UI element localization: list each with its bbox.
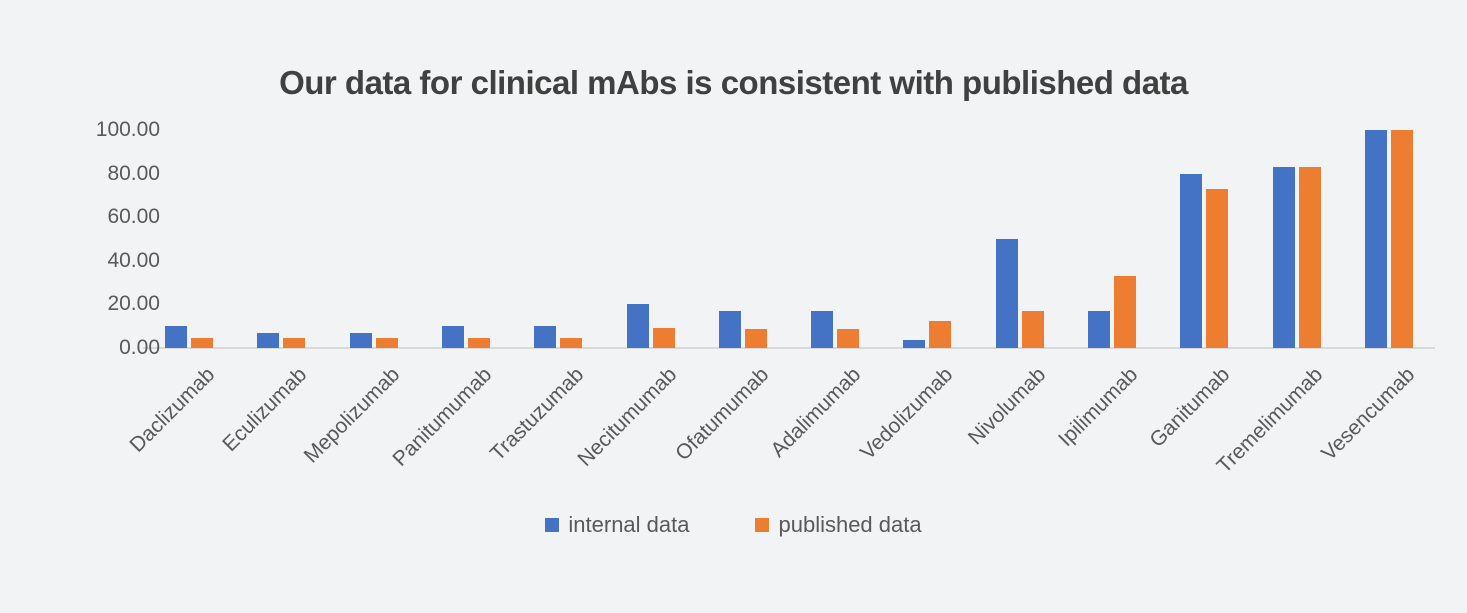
bar-internal-data	[165, 326, 188, 348]
x-axis-line	[143, 347, 1435, 349]
bar-internal-data	[903, 340, 926, 348]
bar-group	[534, 130, 583, 348]
bar-internal-data	[995, 239, 1018, 348]
bar-group	[1364, 130, 1413, 348]
bar-group	[257, 130, 306, 348]
bar-internal-data	[257, 332, 280, 348]
legend: internal data published data	[0, 505, 1467, 545]
bar-group	[1088, 130, 1136, 348]
bar-published-data	[837, 329, 860, 348]
bar-group	[903, 130, 952, 348]
bar-published-data	[1114, 276, 1136, 348]
bar-group	[718, 130, 767, 348]
bar-group	[995, 130, 1044, 348]
bar-group	[811, 130, 860, 348]
bar-published-data	[1021, 310, 1044, 348]
bar-published-data	[1390, 130, 1413, 348]
legend-label: internal data	[568, 512, 690, 537]
bar-published-data	[744, 329, 767, 348]
bar-published-data	[1206, 188, 1229, 348]
bar-published-data	[929, 320, 952, 348]
bar-published-data	[283, 338, 306, 348]
y-axis-tick-label: 0.00	[119, 336, 160, 359]
bar-group	[1180, 130, 1229, 348]
bar-published-data	[375, 338, 398, 348]
bar-internal-data	[349, 332, 372, 348]
bar-published-data	[560, 338, 583, 348]
y-axis-tick-label: 60.00	[107, 205, 160, 229]
y-axis-tick-label: 20.00	[107, 292, 160, 316]
bar-group	[165, 130, 214, 348]
bar-internal-data	[1088, 310, 1110, 348]
legend-label: published data	[778, 512, 922, 537]
bar-internal-data	[534, 326, 557, 348]
legend-item: published data	[755, 512, 922, 538]
legend-swatch-icon	[545, 518, 560, 532]
bar-published-data	[1298, 167, 1321, 348]
bar-published-data	[468, 338, 490, 348]
bar-internal-data	[442, 326, 464, 348]
y-axis-tick-label: 80.00	[107, 161, 160, 185]
bar-published-data	[191, 338, 214, 348]
legend-item: internal data	[545, 512, 689, 538]
bar-group	[1272, 130, 1321, 348]
bar-internal-data	[811, 310, 834, 348]
bar-group	[442, 130, 490, 348]
y-axis-tick-label: 40.00	[107, 248, 160, 272]
legend-swatch-icon	[755, 518, 770, 532]
bar-published-data	[652, 328, 675, 348]
bar-group	[349, 130, 398, 348]
bar-internal-data	[1180, 173, 1203, 348]
bar-internal-data	[1364, 130, 1387, 348]
chart-title: Our data for clinical mAbs is consistent…	[279, 64, 1188, 101]
bar-group	[626, 130, 675, 348]
bar-internal-data	[1272, 167, 1295, 348]
bar-internal-data	[626, 304, 649, 348]
bar-internal-data	[718, 310, 741, 348]
y-axis-tick-label: 100.00	[95, 118, 160, 141]
